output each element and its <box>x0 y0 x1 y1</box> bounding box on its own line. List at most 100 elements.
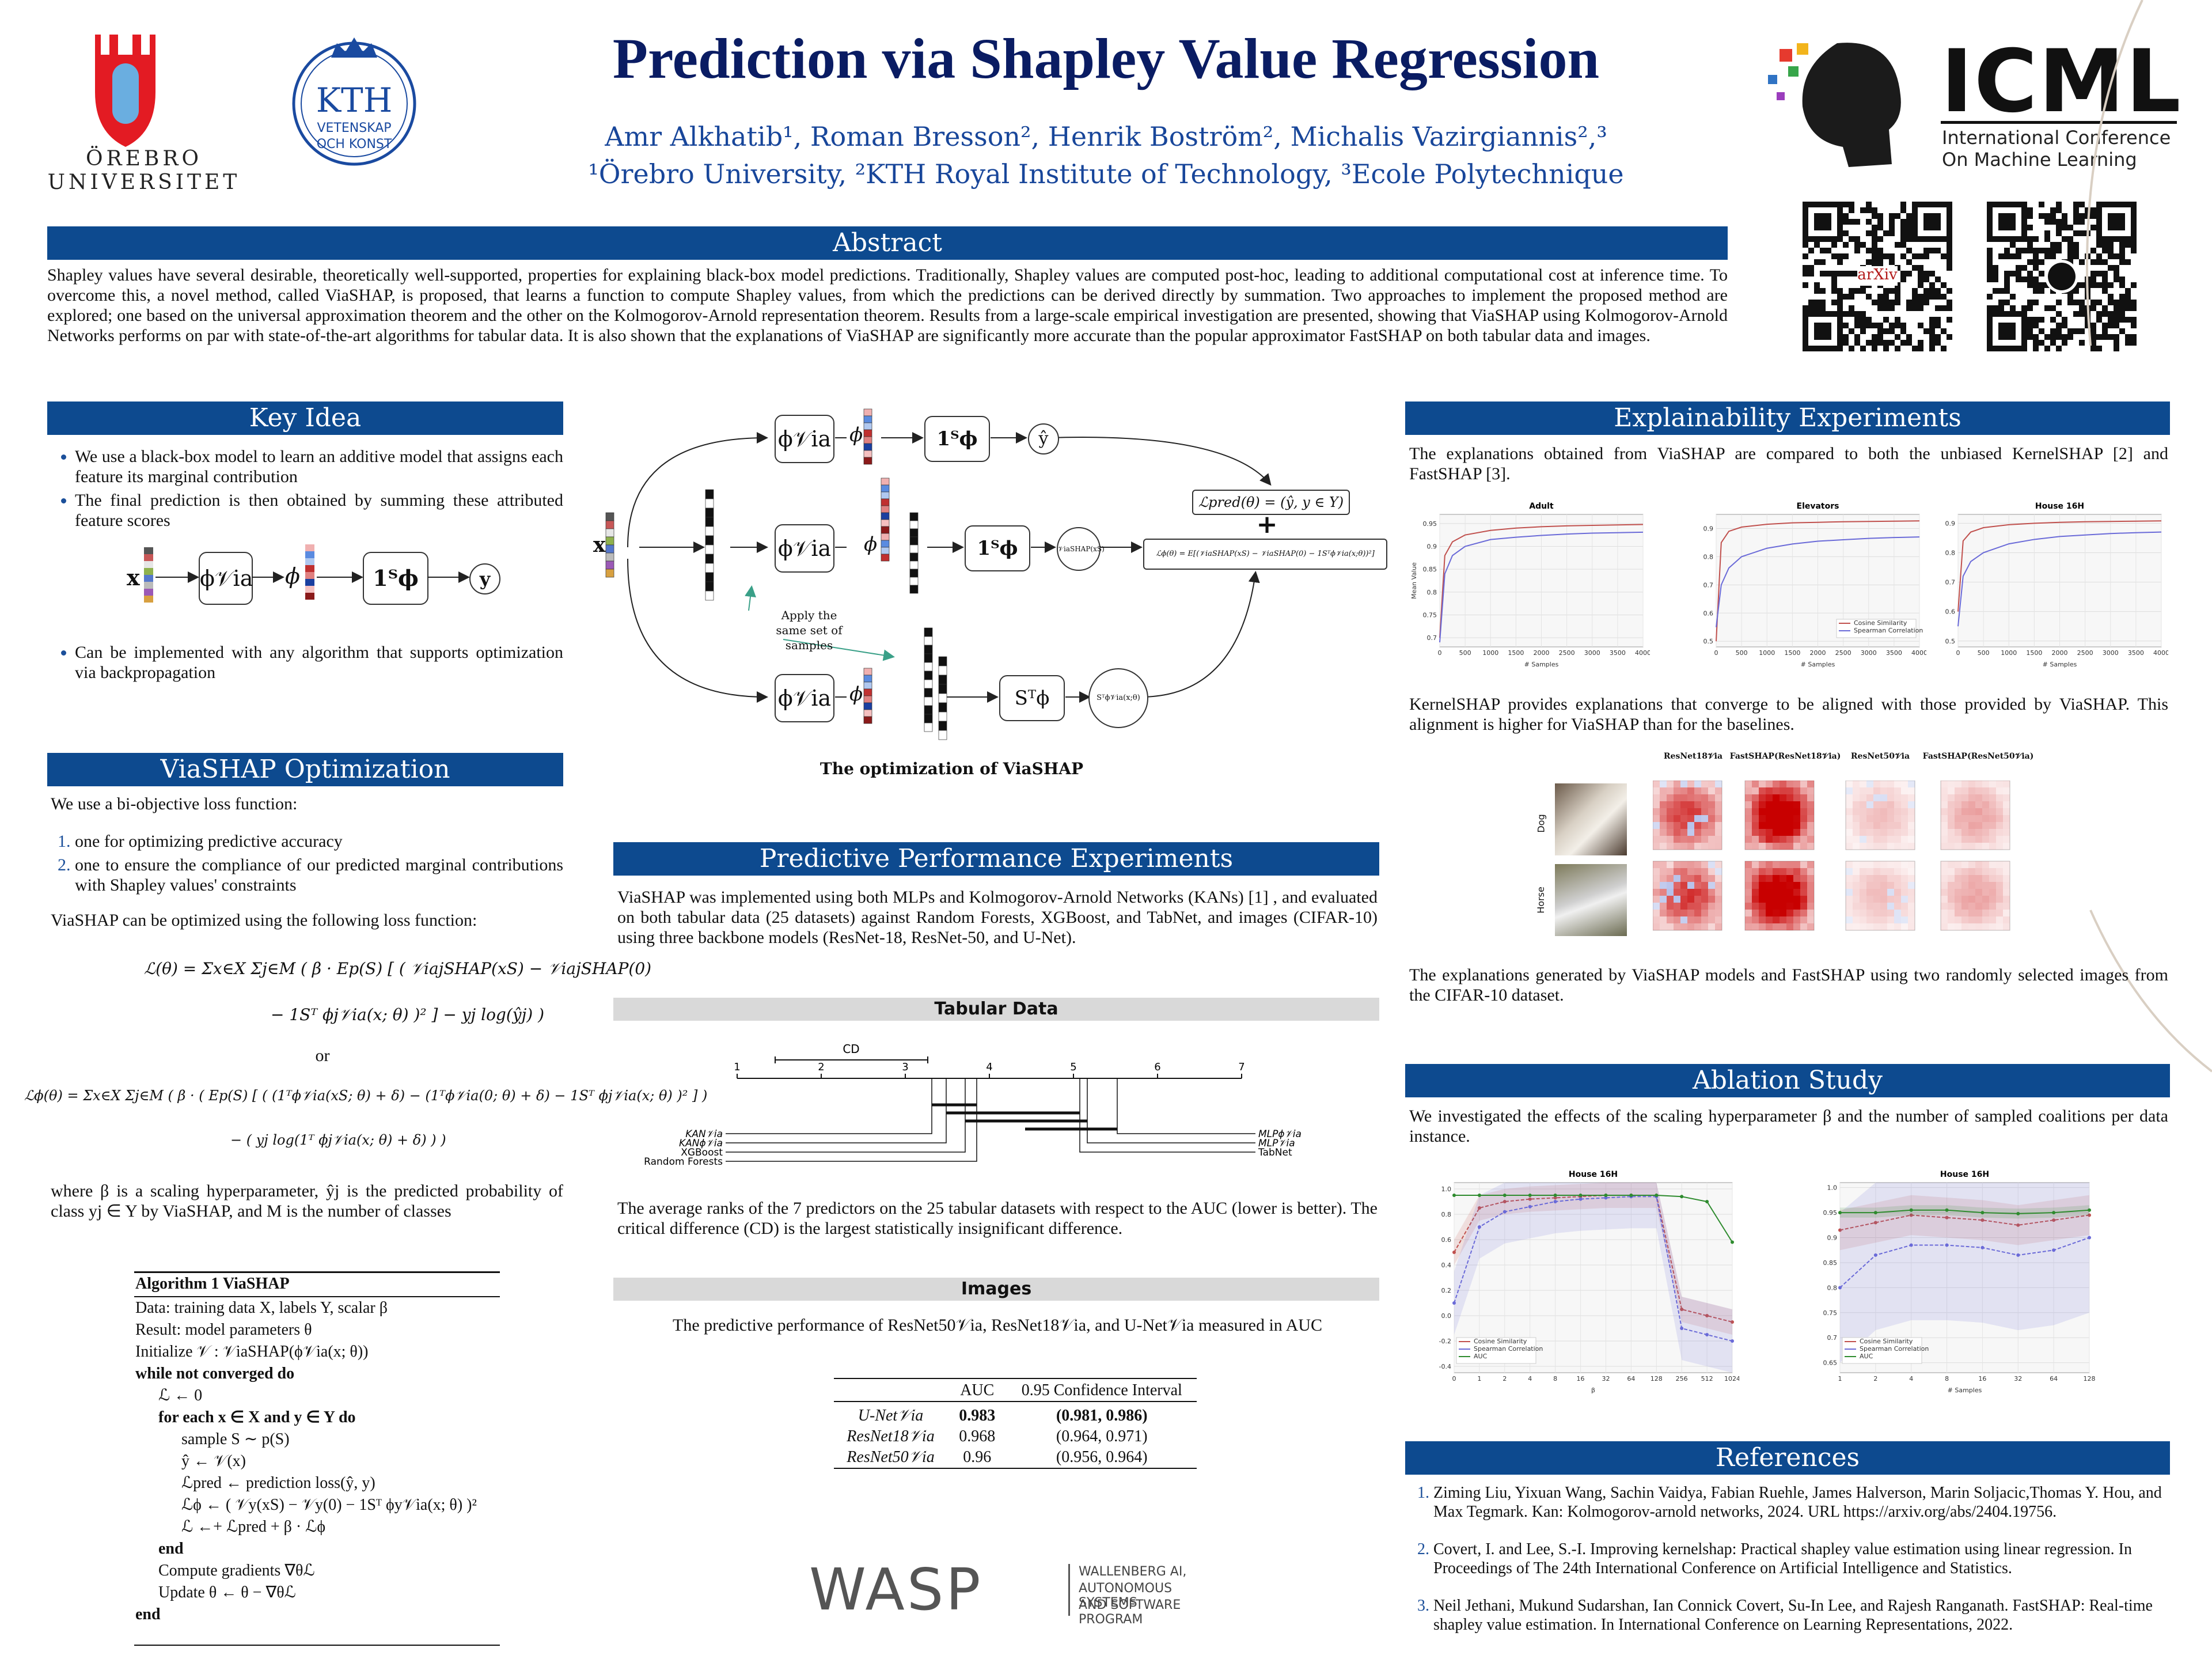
heatmap-cell <box>1759 882 1766 889</box>
heatmap-cell <box>1982 836 1989 843</box>
heatmap-cell <box>1982 861 1989 868</box>
qr-module <box>2056 300 2062 305</box>
heatmap-cell <box>1894 861 1901 868</box>
heatmap-cell <box>1873 882 1880 889</box>
heatmap-cell <box>1975 916 1982 923</box>
qr-module <box>1923 288 1929 294</box>
qr-module <box>1889 323 1895 328</box>
heatmap-cell <box>1701 861 1708 868</box>
heatmap-cell <box>1694 896 1701 903</box>
heatmap-cell <box>1853 829 1860 836</box>
wasp-logo: WASP WALLENBERG AI, AUTONOMOUS SYSTEMS A… <box>809 1561 1224 1627</box>
heatmap-cell <box>1941 923 1948 930</box>
heatmap-cell <box>1667 896 1674 903</box>
heatmap-cell <box>1807 829 1814 836</box>
qr-module <box>1941 346 1947 351</box>
heatmap-cell <box>1901 875 1908 882</box>
heatmap-cell <box>1880 794 1887 801</box>
qr-module <box>2027 282 2033 288</box>
heatmap-cell <box>1759 822 1766 829</box>
qr-module <box>2096 242 2102 248</box>
qr-module <box>1941 294 1947 300</box>
heatmap-cell <box>1901 794 1908 801</box>
heatmap-cell <box>1989 829 1996 836</box>
heatmap-cell <box>1759 843 1766 850</box>
input-vector-cell <box>605 544 614 554</box>
heatmap-cell <box>2003 903 2010 910</box>
qr-module <box>1947 317 1952 323</box>
heatmap-cell <box>1786 836 1793 843</box>
where-text: where β is a scaling hyperparameter, ŷj … <box>51 1181 563 1221</box>
qr-module <box>1854 248 1860 253</box>
qr-module <box>2010 305 2016 311</box>
qr-module <box>2056 219 2062 225</box>
heatmap-cell <box>1786 801 1793 808</box>
qr-module <box>2016 253 2021 259</box>
qr-module <box>2102 334 2108 340</box>
qr-module <box>1883 340 1889 346</box>
qr-module <box>2096 311 2102 317</box>
heatmap-cell <box>1894 903 1901 910</box>
auc-col-2: 0.95 Confidence Interval <box>1021 1381 1182 1399</box>
heatmap-cell <box>1948 843 1955 850</box>
heatmap-cell <box>2003 861 2010 868</box>
qr-module <box>1929 323 1935 328</box>
heatmap-cell <box>1759 889 1766 896</box>
qr-module <box>2067 328 2073 334</box>
qr-module <box>1883 230 1889 236</box>
qr-module <box>1877 294 1883 300</box>
heatmap-cell <box>1873 815 1880 822</box>
wasp-line2: AUTONOMOUS SYSTEMS <box>1079 1581 1173 1610</box>
qr-module <box>1883 328 1889 334</box>
heatmap-cell <box>1680 787 1687 794</box>
heatmap-cell <box>1800 868 1807 875</box>
heatmap-cell <box>1860 781 1866 787</box>
heatmap-cell <box>1694 875 1701 882</box>
heatmap-cell <box>1873 903 1880 910</box>
heatmap-cell <box>1674 923 1680 930</box>
heatmap-cell <box>1908 781 1915 787</box>
mask-vector-cell <box>705 507 714 518</box>
heatmap-cell <box>1961 836 1968 843</box>
cd-left-0: KAN𝒱ia <box>685 1128 723 1140</box>
heatmap-cell <box>1996 916 2003 923</box>
heatmap-cell <box>1715 815 1722 822</box>
qr-module <box>1993 288 1998 294</box>
qr-finder <box>1998 323 2016 340</box>
qr-module <box>2096 253 2102 259</box>
heatmap-cell <box>1780 916 1786 923</box>
qr-module <box>1993 271 1998 276</box>
qr-module <box>2096 282 2102 288</box>
y-tick-label: 0.9 <box>1703 525 1714 532</box>
x-tick-label: 2500 <box>2077 649 2093 657</box>
y-tick-label: 0.7 <box>1703 581 1714 589</box>
wasp-line1: WALLENBERG AI, <box>1079 1565 1187 1579</box>
qr-module <box>2027 300 2033 305</box>
heatmap-cell <box>1853 868 1860 875</box>
qr-module <box>2096 300 2102 305</box>
heatmap-cell <box>1860 801 1866 808</box>
table-cell: (0.981, 0.986) <box>1056 1407 1148 1425</box>
qr-module <box>1889 253 1895 259</box>
heatmap-cell <box>1759 861 1766 868</box>
qr-code-arxiv[interactable]: arXiv <box>1803 202 1952 351</box>
x-tick-label: 0 <box>1452 1375 1456 1382</box>
heatmap-cell <box>1773 889 1780 896</box>
qr-code-github[interactable] <box>1987 202 2137 351</box>
qr-module <box>2114 340 2119 346</box>
heatmap-cell <box>1908 868 1915 875</box>
heatmap-cell <box>1961 916 1968 923</box>
data-point <box>1873 1211 1877 1215</box>
heatmap-cell <box>1687 910 1694 916</box>
heatmap-cell <box>1860 882 1866 889</box>
heatmap-cell <box>1780 829 1786 836</box>
loss-intro: ViaSHAP can be optimized using the follo… <box>51 911 477 930</box>
heatmap-cell <box>1745 808 1752 815</box>
qr-module <box>1906 271 1912 276</box>
heatmap-cell <box>1752 868 1759 875</box>
heatmap-cell <box>1866 781 1873 787</box>
qr-module <box>2056 230 2062 236</box>
heatmap-cell <box>1880 829 1887 836</box>
heatmap-cell <box>1968 896 1975 903</box>
heatmap-cell <box>1766 836 1773 843</box>
